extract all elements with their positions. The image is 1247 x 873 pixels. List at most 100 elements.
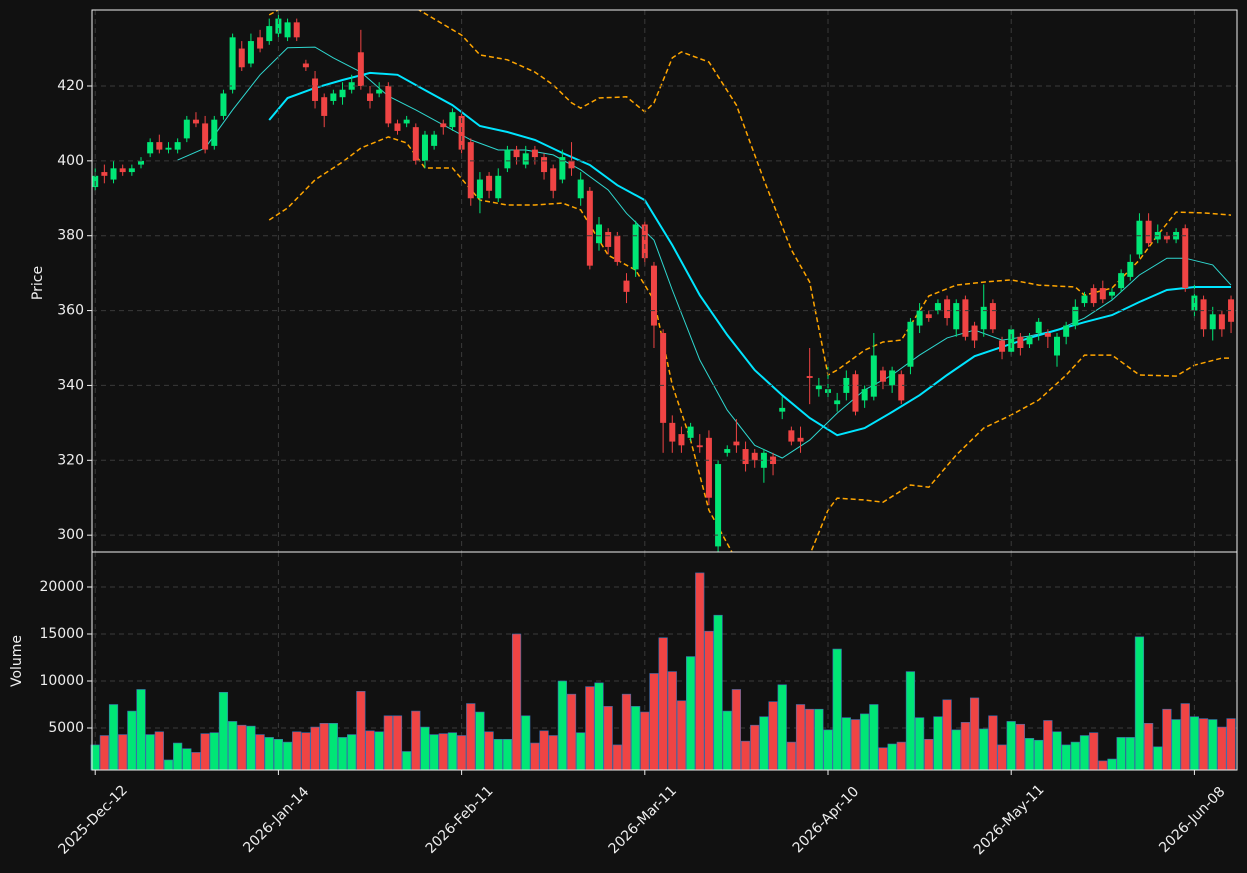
- candle-body: [394, 123, 401, 131]
- volume-bar: [951, 729, 961, 771]
- candle-body: [1145, 220, 1152, 244]
- candle-body: [504, 149, 511, 169]
- candle-body: [1108, 291, 1115, 296]
- volume-bar: [502, 738, 513, 771]
- volume-bar: [667, 671, 677, 771]
- candle-body: [879, 370, 886, 382]
- candle-body: [971, 325, 978, 341]
- candle-body: [147, 142, 154, 154]
- volume-bar: [658, 637, 668, 771]
- candle-body: [192, 119, 199, 124]
- volume-bar: [292, 731, 302, 771]
- candle-body: [302, 63, 309, 68]
- candle-body: [870, 355, 877, 397]
- y-axis-label: Volume: [9, 635, 25, 687]
- candle-body: [458, 115, 465, 150]
- volume-bar: [594, 682, 604, 771]
- candle-body: [724, 449, 731, 453]
- candle-body: [852, 374, 859, 412]
- volume-bar: [328, 722, 338, 771]
- volume-bar: [1198, 718, 1209, 771]
- volume-bar: [493, 738, 503, 771]
- volume-bar: [585, 686, 595, 771]
- candle-body: [889, 370, 896, 386]
- volume-bar: [631, 706, 641, 771]
- volume-bar: [246, 725, 256, 771]
- candle-body: [586, 190, 593, 266]
- candle-body: [266, 26, 273, 42]
- volume-bar: [108, 704, 119, 771]
- volume-bar: [237, 724, 247, 771]
- volume-bar: [850, 719, 861, 771]
- volume-bar: [841, 717, 851, 771]
- volume-bar: [484, 731, 494, 771]
- panel-frame: [91, 551, 1238, 771]
- candle-body: [687, 426, 694, 438]
- volume-bar: [163, 759, 174, 771]
- volume-bar: [1034, 739, 1044, 771]
- candle-body: [513, 149, 520, 158]
- volume-bar: [200, 733, 210, 771]
- candle-body: [1026, 336, 1033, 345]
- candle-body: [1081, 295, 1088, 304]
- candle-body: [788, 430, 795, 442]
- candle-body: [229, 37, 236, 90]
- volume-bar: [1226, 718, 1236, 771]
- y-tick-label: 380: [57, 228, 84, 244]
- candle-body: [861, 389, 868, 401]
- candle-body: [220, 93, 227, 116]
- candle-body: [568, 160, 575, 169]
- volume-bar: [997, 744, 1007, 771]
- candle-body: [834, 400, 841, 405]
- candle-body: [1228, 299, 1235, 322]
- candle-body: [183, 119, 190, 139]
- candle-body: [1063, 325, 1070, 337]
- volume-bar: [127, 710, 137, 771]
- candle-body: [916, 310, 923, 326]
- candle-body: [421, 134, 428, 161]
- volume-bar: [136, 689, 146, 771]
- candle-body: [632, 224, 639, 270]
- volume-bar: [1061, 744, 1071, 771]
- candle-body: [559, 157, 566, 180]
- candle-body: [934, 303, 941, 311]
- volume-bar: [1125, 737, 1135, 771]
- candle-body: [669, 422, 676, 442]
- volume-bar: [411, 710, 421, 771]
- candle-body: [815, 385, 822, 390]
- candle-body: [1209, 314, 1216, 330]
- volume-bar: [1162, 708, 1172, 771]
- volume-bar: [979, 728, 989, 771]
- volume-bar: [704, 630, 714, 771]
- candle-body: [660, 333, 667, 423]
- volume-bar: [392, 715, 403, 771]
- volume-bar: [640, 711, 650, 771]
- y-tick-label: 320: [57, 452, 84, 468]
- volume-bar: [1171, 719, 1181, 771]
- volume-bar: [695, 572, 705, 771]
- volume-bar: [1043, 720, 1053, 771]
- candle-body: [238, 48, 245, 68]
- volume-bar: [447, 732, 458, 771]
- candle-body: [357, 52, 364, 86]
- volume-bar: [145, 734, 155, 771]
- candle-body: [962, 299, 969, 337]
- volume-bar: [1015, 723, 1025, 771]
- volume-bar: [1217, 726, 1227, 771]
- volume-bar: [713, 614, 723, 771]
- volume-bar: [869, 704, 879, 771]
- candle-body: [138, 160, 145, 165]
- y-tick-label: 5000: [48, 720, 84, 736]
- volume-bar: [337, 737, 348, 771]
- candle-body: [403, 119, 410, 124]
- candle-body: [321, 97, 328, 116]
- candle-body: [412, 127, 419, 161]
- volume-bar: [612, 744, 622, 771]
- volume-bar: [191, 752, 201, 771]
- candle-body: [293, 22, 300, 38]
- volume-bar: [731, 689, 742, 771]
- candle-body: [1200, 299, 1207, 330]
- volume-bar: [942, 699, 952, 771]
- y-tick-label: 300: [57, 527, 84, 543]
